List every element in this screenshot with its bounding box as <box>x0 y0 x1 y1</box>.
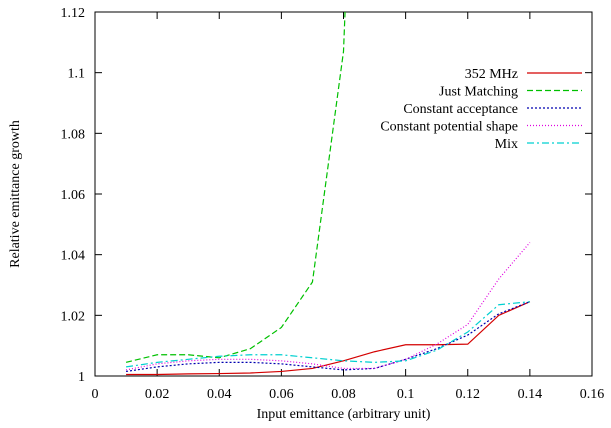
x-tick-label: 0.06 <box>269 387 294 402</box>
y-axis-label: Relative emittance growth <box>8 120 23 268</box>
legend-label: Mix <box>495 137 518 152</box>
y-tick-label: 1.06 <box>61 188 86 203</box>
y-tick-label: 1.08 <box>61 127 86 142</box>
y-tick-label: 1.1 <box>68 67 86 82</box>
y-tick-label: 1 <box>78 370 85 385</box>
x-tick-label: 0.04 <box>207 387 232 402</box>
series-line-0 <box>126 301 531 376</box>
x-tick-label: 0.14 <box>518 387 543 402</box>
x-tick-label: 0.1 <box>397 387 415 402</box>
y-tick-label: 1.02 <box>61 309 86 324</box>
x-tick-label: 0 <box>92 387 99 402</box>
x-tick-label: 0.02 <box>145 387 170 402</box>
y-tick-label: 1.04 <box>61 249 86 264</box>
x-tick-label: 0.16 <box>580 387 605 402</box>
series-line-3 <box>125 242 531 371</box>
series-line-4 <box>125 301 530 368</box>
series-line-2 <box>125 301 531 373</box>
series-line-1 <box>125 12 346 363</box>
legend: 352 MHz Just Matching Constant acceptance C… <box>380 67 582 152</box>
axis-ticks: 0 0.02 0.04 0.06 0.08 0.1 0.12 0.14 0.16 1 1.02 1.0… <box>61 6 605 402</box>
series-layer <box>125 12 531 376</box>
x-axis-label: Input emittance (arbitrary unit) <box>257 407 431 422</box>
legend-label: 352 MHz <box>465 67 518 82</box>
x-tick-label: 0.12 <box>456 387 481 402</box>
legend-label: Constant potential shape <box>380 120 518 135</box>
x-tick-label: 0.08 <box>331 387 356 402</box>
y-tick-label: 1.12 <box>61 6 86 21</box>
legend-label: Constant acceptance <box>403 102 518 117</box>
legend-label: Just Matching <box>439 85 518 100</box>
